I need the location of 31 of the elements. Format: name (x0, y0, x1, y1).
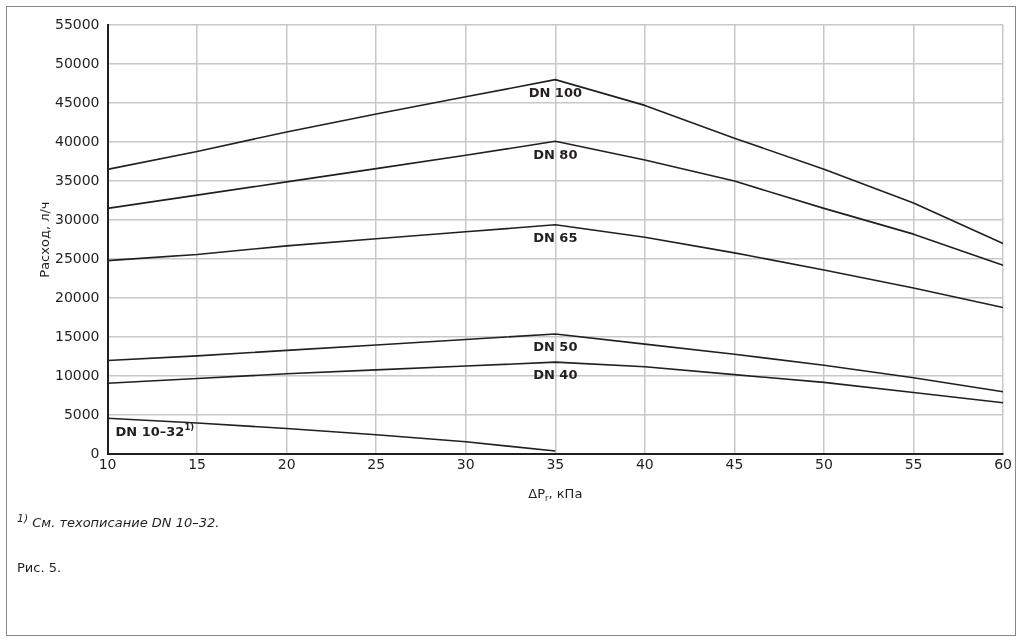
y-tick-label: 30000 (54, 210, 100, 227)
x-tick-label: 15 (188, 456, 207, 473)
y-axis-title: Расход, л/ч (36, 201, 52, 278)
y-tick-label: 20000 (54, 288, 100, 305)
x-tick-label: 50 (815, 456, 833, 473)
x-tick-label: 55 (904, 456, 923, 473)
x-tick-label: 35 (546, 456, 565, 473)
x-tick-label: 45 (725, 456, 744, 473)
x-tick-label: 10 (98, 456, 117, 473)
series-label: DN 40 (533, 367, 578, 383)
series-label: DN 50 (533, 339, 578, 355)
y-tick-label: 5000 (63, 405, 100, 422)
y-tick-label: 50000 (54, 54, 100, 71)
y-tick-label: 0 (90, 444, 100, 461)
y-tick-label: 45000 (54, 93, 100, 110)
x-tick-label: 60 (994, 456, 1013, 473)
x-tick-label: 40 (635, 456, 654, 473)
y-tick-label: 15000 (54, 327, 100, 344)
x-tick-label: 25 (367, 456, 386, 473)
text: Рис. 5. (17, 560, 63, 576)
series-label: DN 80 (533, 146, 578, 162)
text: $^{1)}$ См. техописание DN 10–32. (17, 512, 220, 531)
y-tick-label: 25000 (54, 249, 100, 266)
x-tick-label: 30 (456, 456, 475, 473)
series-label: DN 100 (528, 85, 582, 100)
series-label: DN 65 (533, 230, 578, 246)
y-tick-label: 55000 (54, 15, 100, 32)
y-tick-label: 10000 (54, 366, 100, 383)
y-tick-label: 40000 (54, 132, 100, 149)
x-tick-label: 20 (277, 456, 296, 473)
y-tick-label: 35000 (54, 171, 100, 188)
